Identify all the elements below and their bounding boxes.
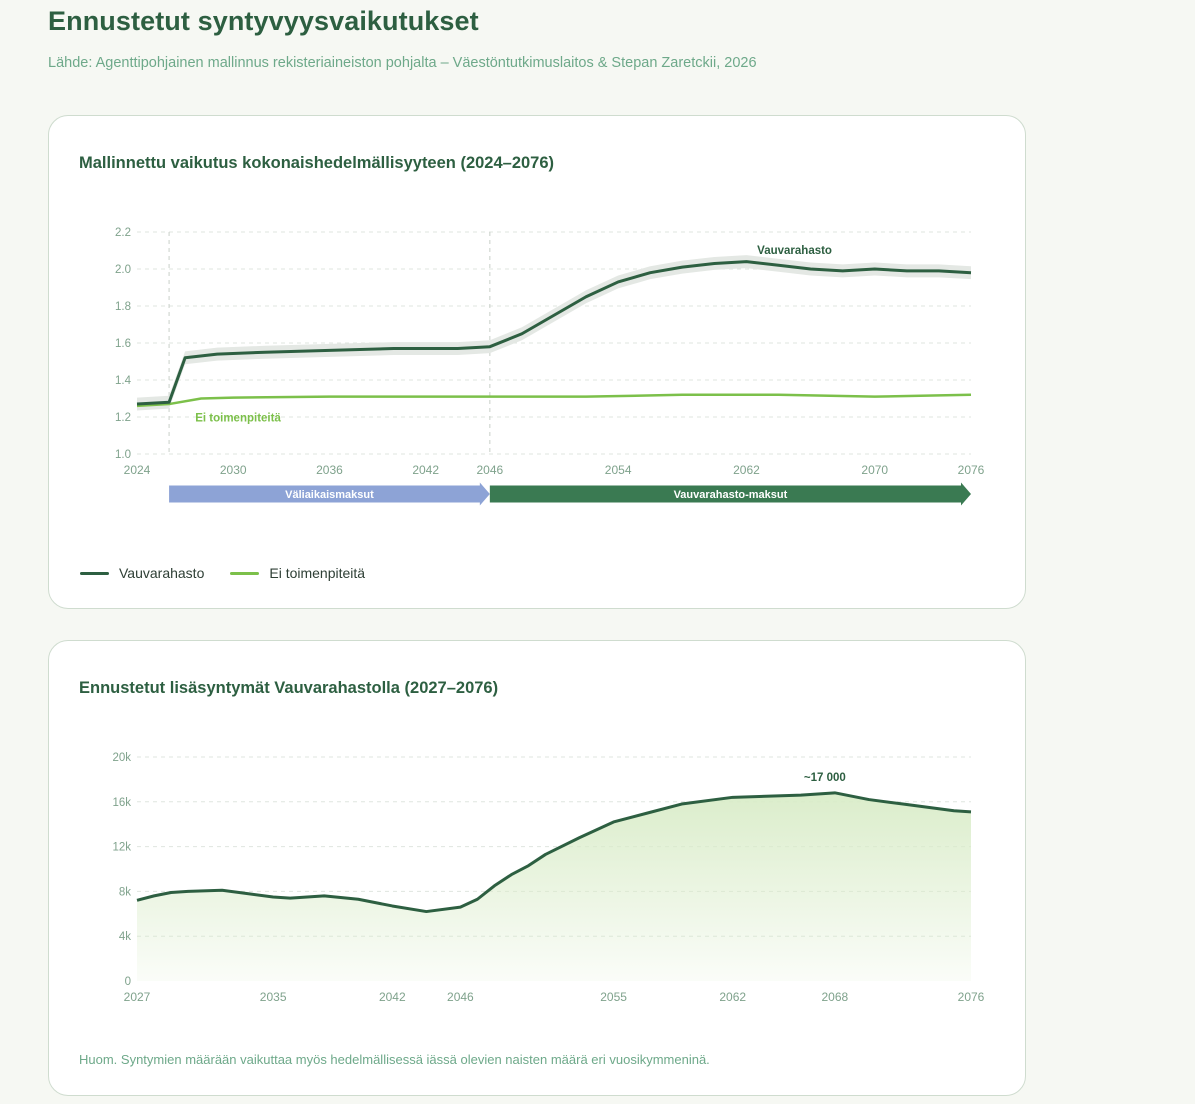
legend-item-vauvarahasto: Vauvarahasto [80, 565, 204, 581]
phase-arrow-vauvarahasto-maksut [489, 482, 971, 506]
y-tick-label: 16k [112, 797, 131, 809]
x-tick-label: 2042 [379, 990, 406, 1004]
series-label-vauvarahasto: Vauvarahasto [757, 245, 832, 257]
chart-note: Huom. Syntymien määrään vaikuttaa myös h… [79, 1052, 710, 1067]
y-tick-label: 1.2 [115, 412, 131, 424]
x-tick-label: 2046 [447, 990, 474, 1004]
y-tick-label: 8k [119, 886, 131, 898]
y-tick-label: 1.6 [115, 338, 131, 350]
series-line-vauvarahasto [136, 260, 972, 406]
series-label-ei-toimenpiteita: Ei toimenpiteitä [195, 413, 281, 425]
page-title: Ennustetut syntyvyysvaikutukset [48, 6, 479, 36]
births-chart-card: Ennustetut lisäsyntymät Vauvarahastolla … [48, 640, 1026, 1096]
x-tick-label: 2070 [861, 463, 888, 477]
y-tick-label: 2.2 [115, 227, 131, 239]
legend-swatch-ei-toimenpiteita [230, 571, 260, 575]
chart-1-title: Mallinnettu vaikutus kokonaishedelmällis… [79, 154, 555, 172]
y-tick-label: 1.0 [115, 449, 131, 461]
phase-arrow-valiaikaismaksut [169, 482, 490, 506]
chart-2-title: Ennustetut lisäsyntymät Vauvarahastolla … [79, 679, 499, 697]
x-tick-label: 2027 [124, 990, 151, 1004]
phase-label: Vauvarahasto-maksut [674, 489, 788, 501]
legend-label-vauvarahasto: Vauvarahasto [119, 565, 205, 581]
x-tick-label: 2036 [316, 463, 343, 477]
legend-swatch-vauvarahasto [80, 571, 109, 575]
x-tick-label: 2076 [958, 990, 985, 1004]
y-tick-label: 1.4 [115, 375, 132, 387]
x-tick-label: 2055 [600, 990, 627, 1004]
x-tick-label: 2068 [821, 990, 848, 1004]
y-tick-label: 0 [125, 976, 131, 988]
births-area-chart: 0 4k 8k 12k 16k 20k 2027 2035 2042 2046 2055 2062 20… [112, 752, 985, 1004]
series-line-lisasyntymat [136, 791, 972, 914]
x-tick-label: 2030 [220, 463, 247, 477]
series-line-ei-toimenpiteita [136, 393, 972, 408]
page-source: Lähde: Agenttipohjainen mallinnus rekist… [48, 55, 757, 71]
legend-item-ei-toimenpiteita: Ei toimenpiteitä [230, 565, 365, 581]
x-tick-label: 2054 [605, 463, 632, 477]
y-tick-label: 20k [112, 752, 131, 764]
fertility-chart-card: Mallinnettu vaikutus kokonaishedelmällis… [48, 115, 1026, 609]
x-tick-label: 2062 [733, 463, 760, 477]
x-tick-label: 2042 [412, 463, 439, 477]
confidence-band [137, 255, 971, 411]
x-tick-label: 2035 [260, 990, 287, 1004]
legend-label-ei-toimenpiteita: Ei toimenpiteitä [269, 565, 366, 581]
fertility-line-chart: 1.0 1.2 1.4 1.6 1.8 2.0 2.2 2024 2030 2036 2042 204… [115, 227, 985, 506]
y-tick-label: 12k [112, 842, 131, 854]
y-tick-label: 2.0 [115, 264, 131, 276]
peak-annotation: ~17 000 [804, 772, 846, 784]
area-fill [137, 792, 971, 981]
x-tick-label: 2024 [124, 463, 151, 477]
phase-label: Väliaikaismaksut [285, 489, 374, 501]
x-tick-label: 2046 [476, 463, 503, 477]
y-tick-label: 1.8 [115, 301, 131, 313]
chart-legend: Vauvarahasto Ei toimenpiteitä [80, 565, 365, 581]
x-tick-label: 2062 [719, 990, 746, 1004]
x-tick-label: 2076 [958, 463, 985, 477]
y-tick-label: 4k [119, 931, 131, 943]
